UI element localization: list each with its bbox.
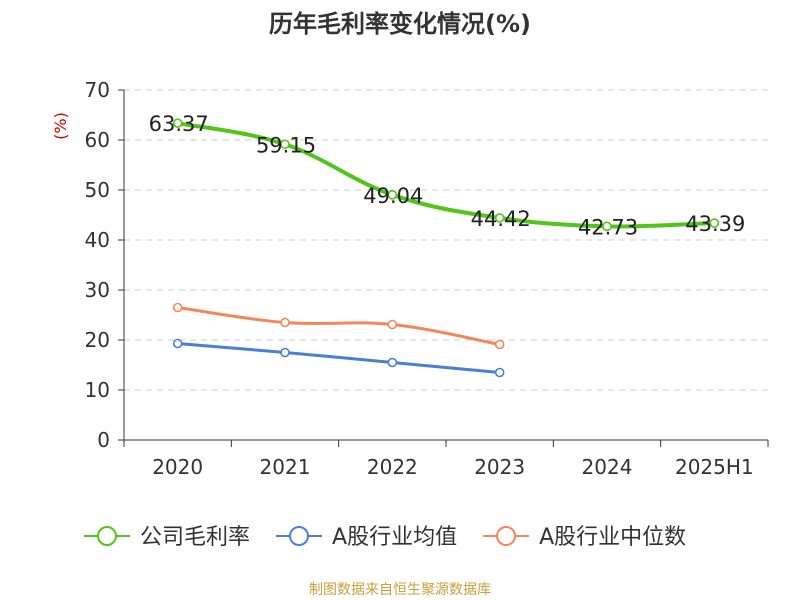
x-tick-label: 2025H1 bbox=[675, 455, 754, 479]
legend-label: 公司毛利率 bbox=[140, 525, 250, 550]
data-label: 63.37 bbox=[149, 112, 209, 136]
grid bbox=[124, 89, 768, 391]
legend-label: A股行业均值 bbox=[332, 525, 457, 550]
data-point bbox=[387, 357, 398, 368]
data-point bbox=[172, 118, 183, 128]
y-tick-label: 40 bbox=[85, 228, 110, 252]
data-label: 59.15 bbox=[256, 133, 316, 157]
y-tick-label: 70 bbox=[85, 78, 110, 102]
data-point bbox=[280, 139, 290, 150]
chart-title: 历年毛利率变化情况(%) bbox=[269, 10, 531, 38]
data-labels: 63.37 59.15 49.04 44.42 42.73 43.39 bbox=[149, 112, 746, 239]
x-tick-label: 2020 bbox=[152, 455, 203, 479]
data-point bbox=[387, 319, 398, 330]
x-tick-label: 2021 bbox=[260, 455, 311, 479]
y-tick-label: 50 bbox=[85, 178, 110, 202]
y-tick-label: 10 bbox=[85, 378, 110, 402]
legend-label: A股行业中位数 bbox=[539, 525, 686, 550]
source-note: 制图数据来自恒生聚源数据库 bbox=[309, 582, 491, 598]
axes: 0 10 20 30 40 50 60 70 2020 2021 2022 2023 2024 2025H… bbox=[85, 78, 769, 479]
legend-marker bbox=[289, 526, 310, 546]
y-tick-label: 0 bbox=[97, 428, 110, 452]
data-point bbox=[280, 347, 290, 358]
data-point bbox=[387, 190, 398, 200]
y-tick-label: 20 bbox=[85, 328, 110, 352]
y-tick-label: 30 bbox=[85, 278, 110, 302]
data-point bbox=[172, 338, 183, 349]
data-label: 43.39 bbox=[685, 212, 745, 236]
data-label: 49.04 bbox=[363, 184, 423, 208]
data-point bbox=[709, 218, 720, 228]
series-line-2 bbox=[176, 306, 502, 346]
series-lines bbox=[172, 118, 720, 378]
y-axis-label: (%) bbox=[51, 112, 70, 140]
data-point bbox=[494, 367, 505, 378]
legend-marker bbox=[97, 526, 117, 546]
legend: 公司毛利率 A股行业均值 A股行业中位数 bbox=[84, 525, 686, 550]
data-point bbox=[494, 213, 505, 223]
y-tick-label: 60 bbox=[85, 128, 110, 152]
series-line-1 bbox=[176, 342, 502, 374]
data-point bbox=[494, 339, 505, 350]
x-tick-label: 2023 bbox=[474, 455, 525, 479]
data-label: 42.73 bbox=[578, 215, 638, 239]
data-point bbox=[602, 221, 612, 232]
data-point bbox=[172, 302, 183, 313]
x-tick-label: 2022 bbox=[367, 455, 418, 479]
data-label: 44.42 bbox=[471, 207, 531, 231]
legend-marker bbox=[496, 526, 517, 546]
x-tick-label: 2024 bbox=[582, 455, 633, 479]
series-line-0 bbox=[175, 121, 717, 229]
data-point bbox=[280, 317, 290, 328]
